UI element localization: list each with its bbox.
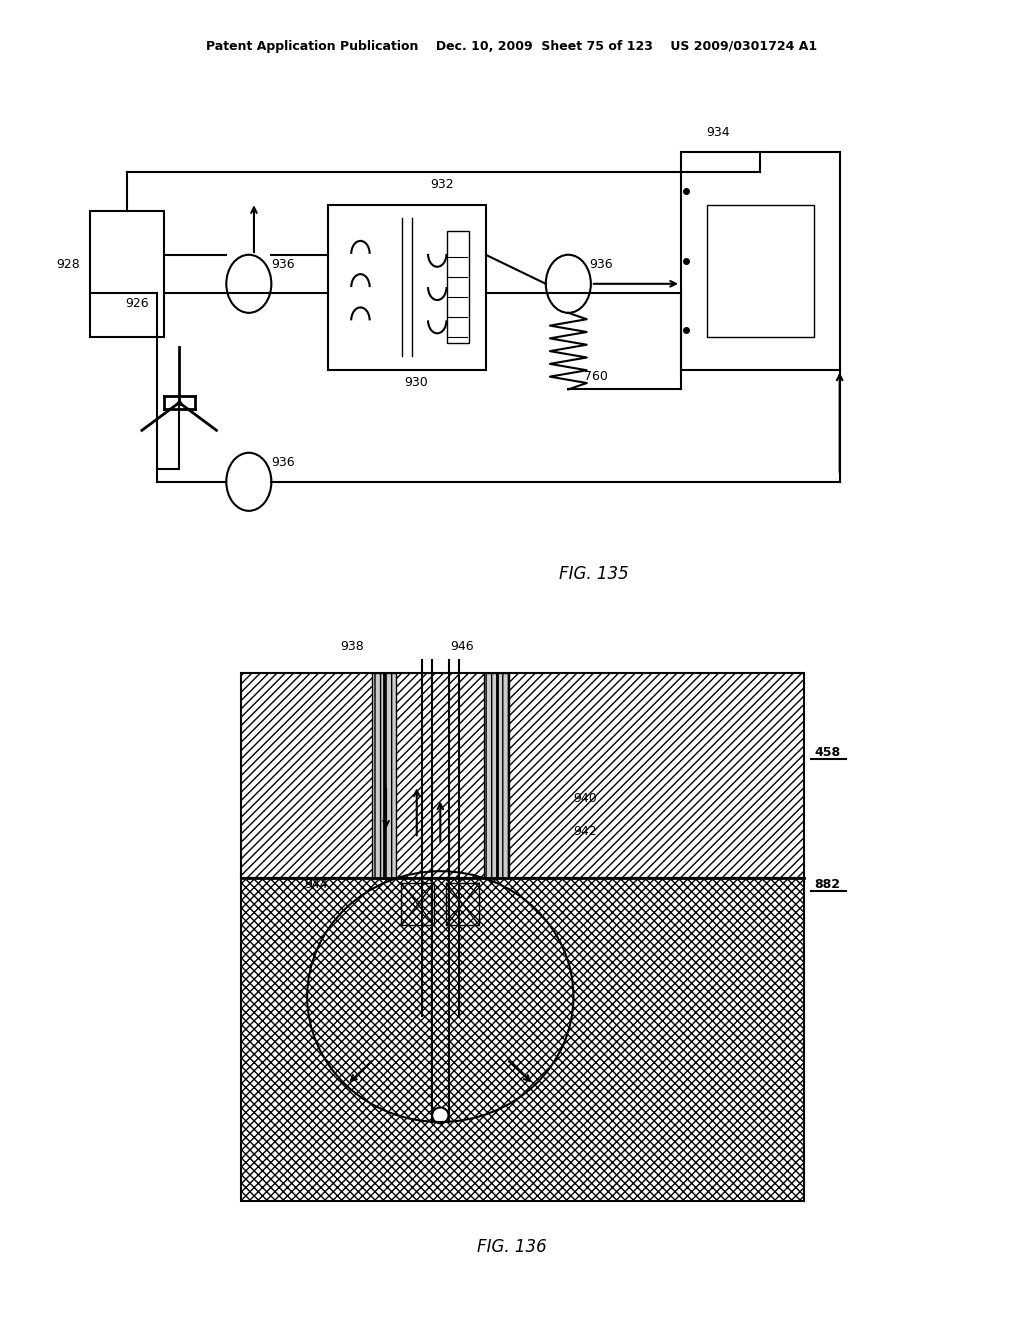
Text: 936: 936	[589, 257, 612, 271]
Bar	[681, 152, 840, 370]
Text: 760: 760	[584, 370, 607, 383]
Bar	[446, 231, 469, 343]
Text: 936: 936	[271, 257, 295, 271]
Text: 458: 458	[814, 746, 841, 759]
Text: FIG. 136: FIG. 136	[477, 1238, 547, 1257]
Text: 934: 934	[707, 125, 730, 139]
Text: 882: 882	[814, 878, 840, 891]
Circle shape	[226, 453, 271, 511]
Bar	[372, 673, 396, 878]
Bar	[484, 673, 509, 878]
Text: 932: 932	[430, 178, 454, 191]
Bar	[401, 883, 434, 925]
Text: 926: 926	[125, 297, 148, 310]
Text: FIG. 135: FIG. 135	[559, 565, 629, 583]
Text: 930: 930	[404, 376, 428, 389]
Bar	[707, 205, 814, 337]
Bar	[241, 673, 804, 878]
Bar	[90, 211, 164, 337]
Text: 938: 938	[340, 640, 364, 653]
Ellipse shape	[432, 1107, 449, 1123]
Text: 940: 940	[573, 792, 597, 805]
Circle shape	[226, 255, 271, 313]
Text: Patent Application Publication    Dec. 10, 2009  Sheet 75 of 123    US 2009/0301: Patent Application Publication Dec. 10, …	[207, 40, 817, 53]
Text: 946: 946	[451, 640, 474, 653]
Text: 928: 928	[56, 257, 80, 271]
Bar	[446, 883, 479, 925]
Text: 942: 942	[573, 825, 597, 838]
Circle shape	[546, 255, 591, 313]
Text: 944: 944	[304, 878, 328, 891]
Bar	[241, 878, 804, 1201]
Bar	[328, 205, 486, 370]
Text: 936: 936	[271, 455, 295, 469]
